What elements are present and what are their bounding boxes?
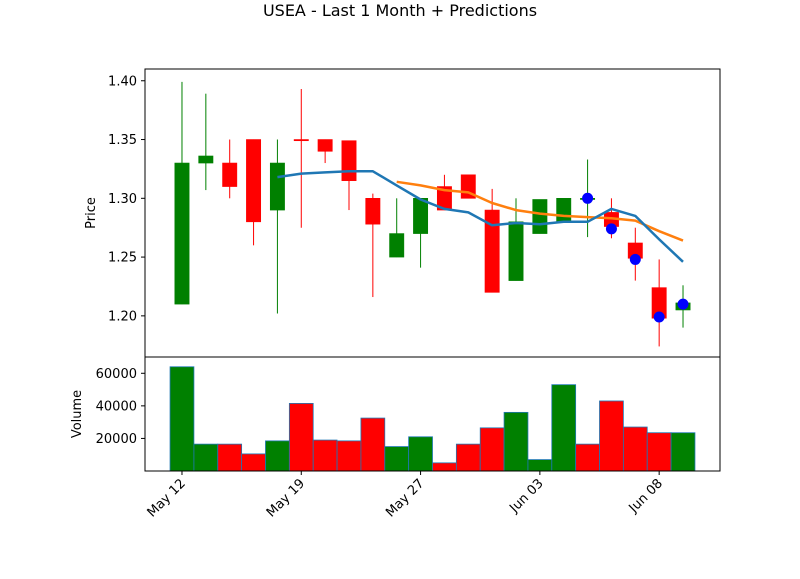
volume-bar [408, 436, 433, 472]
volume-bar [217, 443, 243, 472]
price-ytick-label: 1.40 [108, 74, 137, 89]
chart-title: USEA - Last 1 Month + Predictions [263, 1, 537, 20]
price-ytick-label: 1.20 [108, 309, 137, 324]
volume-ytick-label: 20000 [96, 432, 137, 447]
volume-bar [670, 432, 696, 472]
volume-bar [193, 443, 219, 472]
candle-body [413, 198, 429, 234]
price-axis-label: Price [84, 197, 99, 229]
candle-body [556, 198, 572, 223]
prediction-marker [653, 311, 665, 323]
xtick-label: May 27 [383, 476, 427, 520]
xtick-label: May 12 [145, 476, 189, 520]
prediction-marker [629, 253, 641, 265]
volume-bar [551, 384, 577, 472]
volume-bar [336, 440, 362, 472]
candle-body [293, 139, 309, 142]
volume-bar [622, 426, 648, 472]
prediction-marker [582, 192, 594, 204]
volume-plot-frame [144, 356, 721, 472]
candle-body [484, 209, 500, 293]
volume-ytick-label: 40000 [96, 399, 137, 414]
volume-bar [432, 462, 457, 472]
volume-bar [384, 446, 410, 472]
prediction-line-orange [396, 180, 684, 242]
xtick-label: Jun 08 [626, 476, 666, 516]
volume-bar [288, 403, 314, 472]
moving-average-line-blue [277, 170, 684, 263]
candle-body [389, 233, 405, 258]
candle-body [222, 162, 238, 187]
volume-bar [169, 366, 195, 472]
xtick-label: Jun 03 [506, 476, 546, 516]
price-plot-background [145, 69, 720, 357]
candle-body [198, 155, 214, 164]
volume-panel: 20000 40000 60000 Volume [70, 356, 721, 472]
xtick-label: May 19 [264, 476, 308, 520]
candle-body [365, 198, 381, 225]
volume-bar [312, 439, 338, 472]
volume-ytick-label: 60000 [96, 367, 137, 382]
volume-bar [599, 400, 624, 472]
price-panel: 1.20 1.25 1.30 1.35 1.40 Price [84, 68, 721, 358]
price-ytick-label: 1.35 [108, 133, 137, 148]
price-ytick-label: 1.30 [108, 192, 137, 207]
candle-body [174, 162, 190, 305]
price-ytick-label: 1.25 [108, 251, 137, 266]
candle-body [246, 139, 262, 223]
candle-body [269, 162, 285, 211]
candle-body [508, 221, 524, 281]
volume-bar [455, 443, 481, 472]
volume-bar [265, 440, 290, 472]
candle-body [532, 199, 548, 234]
volume-bar [527, 459, 553, 472]
candle-body [341, 140, 357, 181]
volume-bar [646, 432, 672, 472]
volume-bar [479, 427, 505, 472]
volume-axis-label: Volume [70, 390, 85, 438]
volume-bar [503, 411, 529, 472]
volume-bar [241, 453, 266, 472]
prediction-marker [605, 223, 617, 235]
x-axis: May 12 May 19 May 27 Jun 03 Jun 08 [145, 471, 666, 520]
prediction-marker [677, 298, 689, 310]
candle-body [317, 139, 333, 152]
volume-bar [575, 443, 600, 472]
volume-bar [360, 417, 386, 472]
